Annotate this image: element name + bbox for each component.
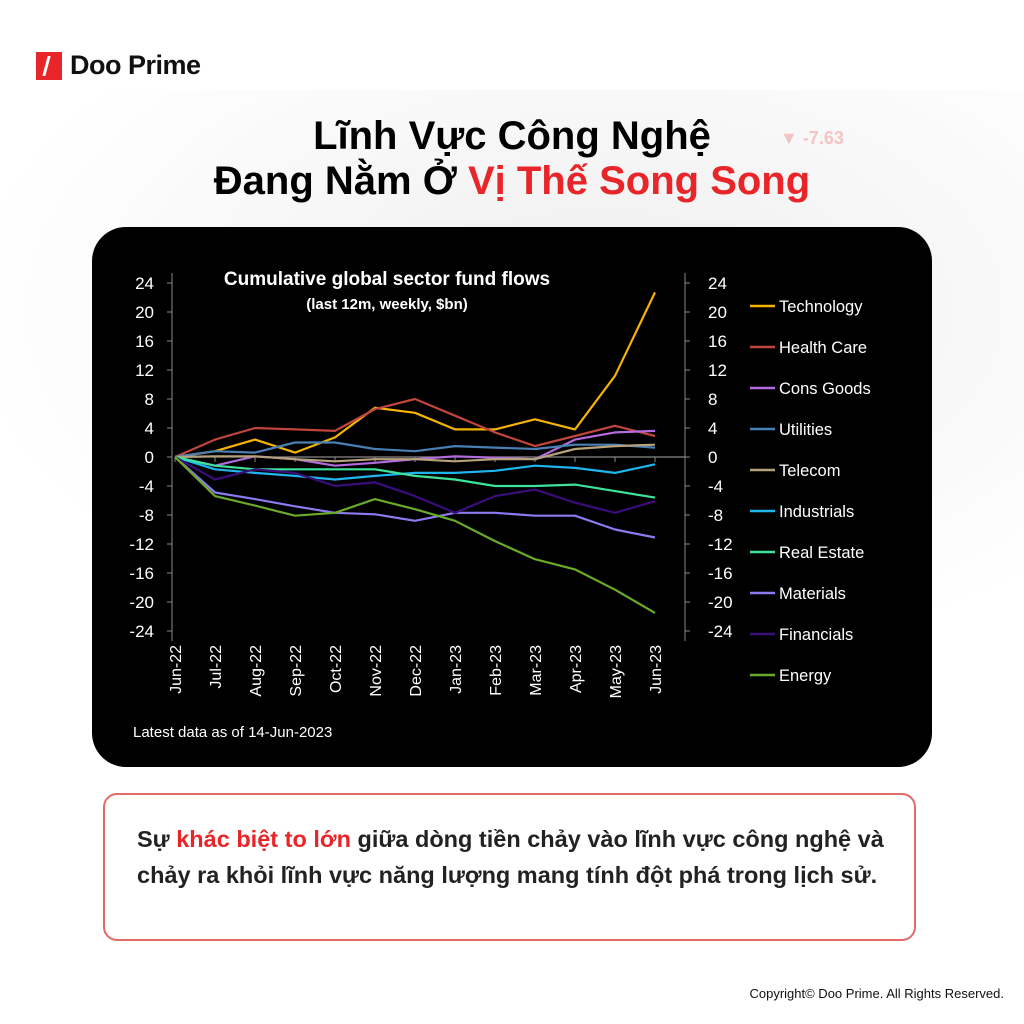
y-tick-label-right: 20: [708, 303, 727, 322]
series-line-health-care: [174, 397, 656, 459]
x-tick-label: Mar-23: [528, 645, 545, 696]
summary-rest: giữa dòng tiền chảy vào lĩnh vực công ng…: [137, 826, 884, 888]
chart-subtitle: (last 12m, weekly, $bn): [306, 296, 467, 313]
summary-highlight: khác biệt to lớn: [176, 826, 351, 852]
y-tick-label: -4: [139, 477, 154, 496]
x-tick-label: Aug-22: [248, 645, 265, 697]
x-tick-label: Apr-23: [568, 645, 585, 693]
chart-panel: Cumulative global sector fund flows (last…: [92, 227, 932, 767]
fund-flows-chart: Cumulative global sector fund flows (last…: [129, 269, 871, 741]
summary-prefix: Sự: [137, 826, 177, 852]
y-tick-label-right: -16: [708, 564, 733, 583]
series-line-industrials: [174, 455, 656, 481]
x-tick-label: Jul-22: [208, 645, 225, 689]
page-title-line2: Đang Nằm Ở Vị Thế Song Song: [0, 157, 1024, 205]
legend-label: Telecom: [779, 462, 840, 480]
legend-label: Technology: [779, 298, 863, 316]
y-tick-label-right: 16: [708, 332, 727, 351]
y-tick-label-right: 12: [708, 361, 727, 380]
legend-label: Financials: [779, 626, 853, 644]
series-line-technology: [174, 291, 656, 459]
y-tick-label-right: 24: [708, 274, 727, 293]
series-line-energy: [174, 456, 656, 614]
x-tick-label: Jan-23: [448, 645, 465, 694]
y-tick-label-right: -8: [708, 506, 723, 525]
series-line-materials: [174, 456, 656, 539]
y-tick-label-right: -20: [708, 593, 733, 612]
summary-text: Sự khác biệt to lớn giữa dòng tiền chảy …: [137, 821, 897, 893]
brand-name: Doo Prime: [70, 50, 201, 80]
y-tick-label: 8: [145, 390, 154, 409]
chart-title: Cumulative global sector fund flows: [224, 269, 550, 290]
y-tick-label-right: -4: [708, 477, 723, 496]
summary-box: Sự khác biệt to lớn giữa dòng tiền chảy …: [103, 793, 916, 941]
legend-label: Materials: [779, 585, 846, 603]
legend-label: Industrials: [779, 503, 854, 521]
x-tick-label: Jun-22: [168, 645, 185, 694]
background-ticker: ▼ -7.63: [780, 128, 844, 148]
x-tick-label: Sep-22: [288, 645, 305, 697]
y-tick-label-right: 8: [708, 390, 717, 409]
legend-label: Utilities: [779, 421, 832, 439]
y-tick-label: 0: [145, 448, 154, 467]
x-tick-label: Oct-22: [328, 645, 345, 693]
y-tick-label-right: 4: [708, 419, 717, 438]
legend-label: Energy: [779, 667, 832, 685]
y-tick-label: -20: [129, 593, 154, 612]
y-tick-label: -12: [129, 535, 154, 554]
y-tick-label-right: -12: [708, 535, 733, 554]
logo-icon: [36, 51, 62, 80]
series-line-financials: [174, 456, 656, 514]
legend-label: Real Estate: [779, 544, 864, 562]
legend-label: Health Care: [779, 339, 867, 357]
legend-label: Cons Goods: [779, 380, 871, 398]
copyright: Copyright© Doo Prime. All Rights Reserve…: [749, 986, 1004, 1001]
y-tick-label: 4: [145, 419, 154, 438]
y-tick-label: 12: [135, 361, 154, 380]
title-prefix: Đang Nằm Ở: [213, 159, 468, 203]
x-tick-label: Nov-22: [368, 645, 385, 697]
y-tick-label: -24: [129, 622, 154, 641]
y-tick-label: 24: [135, 274, 154, 293]
x-tick-label: Jun-23: [648, 645, 665, 694]
brand-logo: Doo Prime: [36, 50, 201, 81]
y-tick-label: 20: [135, 303, 154, 322]
x-tick-label: May-23: [608, 645, 625, 698]
chart-footnote: Latest data as of 14-Jun-2023: [133, 724, 332, 741]
series-line-utilities: [174, 441, 656, 459]
y-tick-label-right: 0: [708, 448, 717, 467]
y-tick-label-right: -24: [708, 622, 733, 641]
y-tick-label: -16: [129, 564, 154, 583]
title-highlight: Vị Thế Song Song: [467, 159, 811, 203]
y-tick-label: -8: [139, 506, 154, 525]
y-tick-label: 16: [135, 332, 154, 351]
x-tick-label: Feb-23: [488, 645, 505, 696]
series-line-real-estate: [174, 455, 656, 499]
x-tick-label: Dec-22: [408, 645, 425, 697]
series-line-telecom: [174, 443, 656, 463]
page-title-line1: Lĩnh Vực Công Nghệ: [313, 114, 711, 158]
